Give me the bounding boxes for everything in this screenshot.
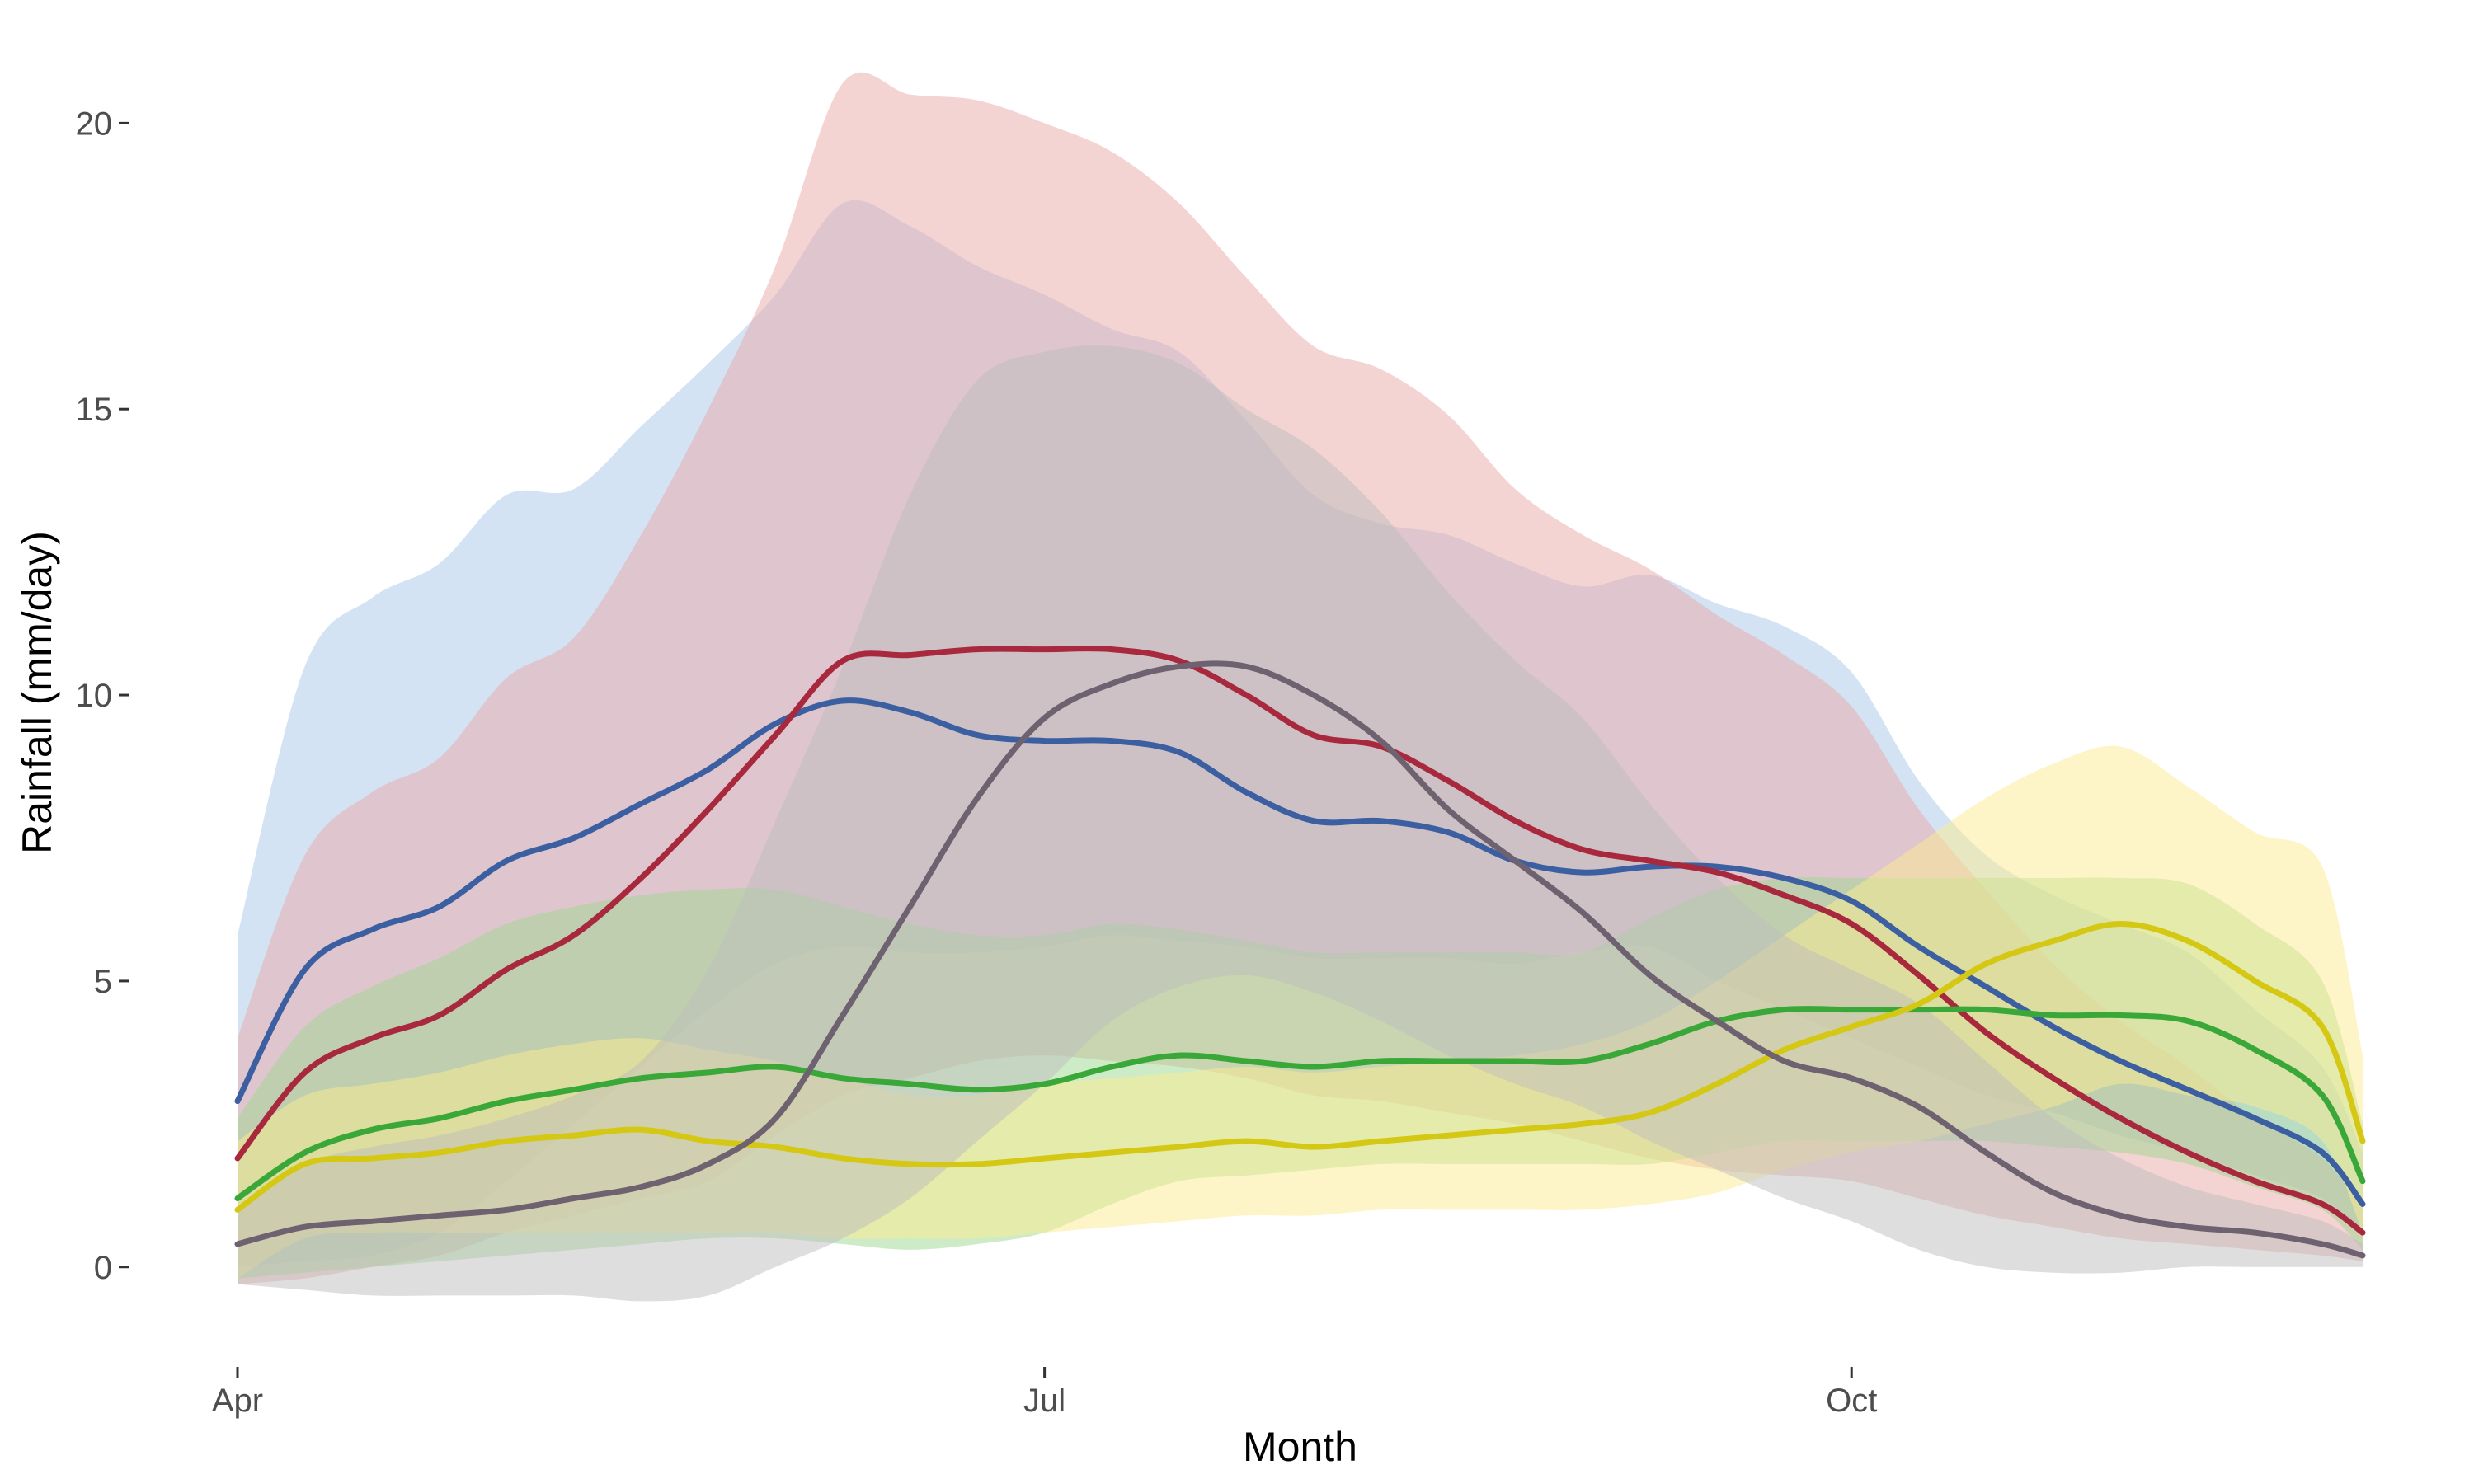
confidence-bands	[238, 72, 2363, 1302]
series-lines	[234, 646, 2366, 1259]
y-tick-label: 20	[76, 106, 113, 142]
y-axis: 0 5 10 15 20	[76, 106, 129, 1286]
x-axis-title: Month	[1243, 1424, 1357, 1470]
y-axis-title: Rainfall (mm/day)	[14, 531, 60, 854]
confidence-band-5	[238, 345, 2363, 1302]
series-line-3	[234, 1006, 2366, 1201]
y-tick-label: 5	[94, 964, 112, 1000]
x-tick-label: Jul	[1023, 1383, 1065, 1419]
series-line-5	[234, 660, 2366, 1259]
series-line-4	[234, 921, 2366, 1213]
x-tick-label: Oct	[1826, 1383, 1877, 1419]
y-tick-label: 0	[94, 1250, 112, 1286]
series-line-2	[234, 646, 2366, 1236]
x-tick-label: Apr	[212, 1383, 263, 1419]
x-axis: Apr Jul Oct	[212, 1367, 1877, 1419]
series-line-1	[234, 697, 2366, 1207]
y-tick-label: 15	[76, 392, 113, 428]
y-tick-label: 10	[76, 678, 113, 714]
